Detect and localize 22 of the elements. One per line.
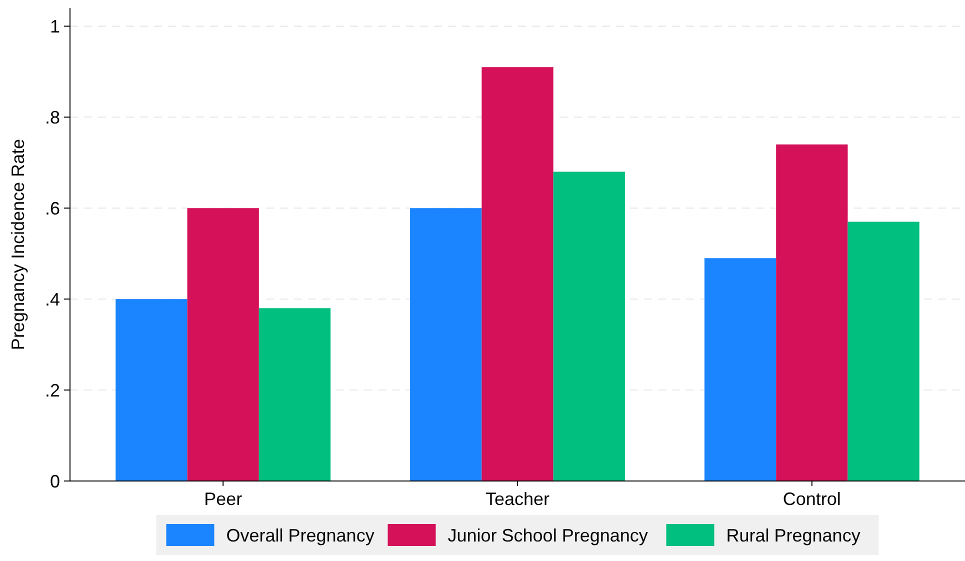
bar	[410, 208, 482, 481]
bar	[848, 222, 920, 481]
y-tick-label: .6	[44, 198, 60, 218]
bar	[258, 308, 331, 481]
y-tick-label: .4	[44, 289, 60, 310]
bar	[553, 172, 625, 481]
x-tick-label: Control	[782, 489, 841, 509]
bar	[776, 144, 848, 481]
bar	[704, 258, 776, 481]
x-tick-label: Peer	[204, 489, 242, 509]
y-axis-title: Pregnancy Incidence Rate	[8, 138, 28, 350]
y-tick-label: .8	[44, 107, 60, 128]
legend-label: Junior School Pregnancy	[448, 525, 648, 546]
bar	[116, 299, 188, 481]
x-tick-label: Teacher	[485, 489, 550, 509]
y-tick-label: 0	[50, 471, 60, 492]
legend-label: Rural Pregnancy	[726, 525, 860, 546]
legend-label: Overall Pregnancy	[226, 525, 374, 546]
y-tick-label: .2	[44, 380, 60, 400]
y-tick-label: 1	[50, 16, 60, 36]
bar	[482, 67, 554, 481]
bar	[187, 208, 259, 481]
